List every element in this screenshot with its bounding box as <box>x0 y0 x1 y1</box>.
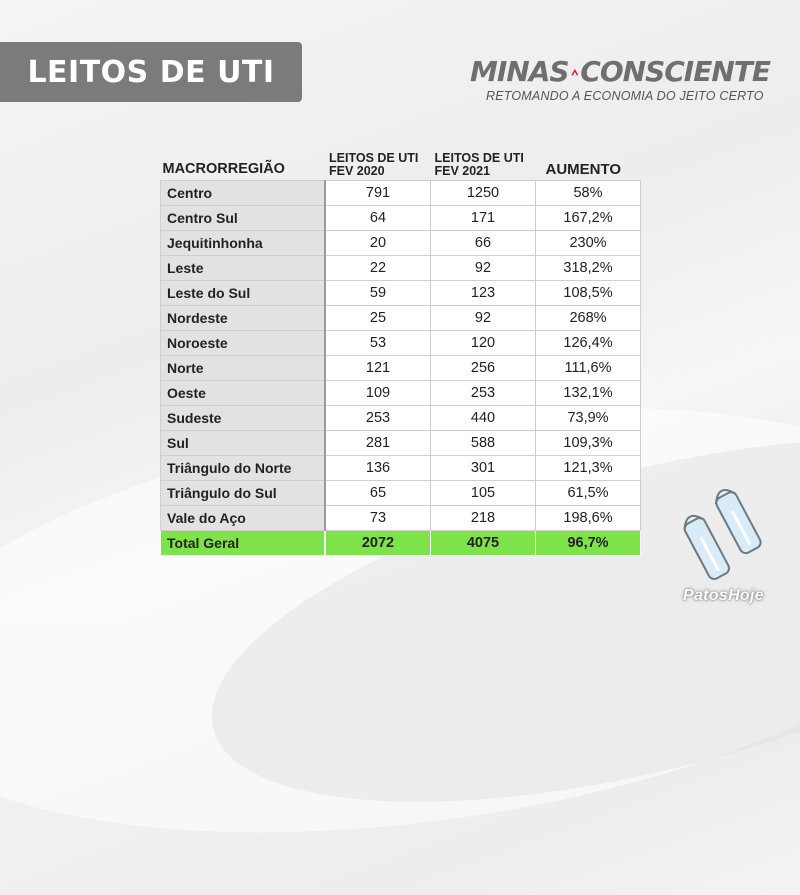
table-row: Sudeste 253 440 73,9% <box>160 405 641 431</box>
region-cell: Triângulo do Norte <box>160 455 326 481</box>
triangle-icon <box>570 68 578 75</box>
fev-2020-cell: 121 <box>324 355 431 381</box>
fev-2020-cell: 53 <box>324 330 431 356</box>
table-body: Centro 791 1250 58% Centro Sul 64 171 167,2% Jeq… <box>160 180 641 556</box>
header-fev-2020: LEITOS DE UTI FEV 2020 <box>325 146 431 181</box>
table-row: Sul 281 588 109,3% <box>160 430 641 456</box>
region-cell: Leste <box>160 255 326 281</box>
aumento-cell: 268% <box>535 305 641 331</box>
aumento-cell: 109,3% <box>535 430 641 456</box>
region-cell: Noroeste <box>160 330 326 356</box>
logo-wordmark: MINAS CONSCIENTE <box>470 55 771 88</box>
table-row: Triângulo do Norte 136 301 121,3% <box>160 455 641 481</box>
fev-2021-cell: 105 <box>430 480 536 506</box>
table-row: Leste do Sul 59 123 108,5% <box>160 280 641 306</box>
header-macrorregiao: MACRORREGIÃO <box>162 161 285 177</box>
region-cell: Sul <box>160 430 326 456</box>
patoshoje-watermark: PatosHoje <box>683 587 764 604</box>
header-fev-2021-line1: LEITOS DE UTI <box>434 151 524 165</box>
table-total-row: Total Geral 2072 4075 96,7% <box>160 530 641 556</box>
fev-2020-cell: 791 <box>324 180 431 206</box>
fev-2020-cell: 59 <box>324 280 431 306</box>
fev-2021-cell: 253 <box>430 380 536 406</box>
fev-2021-cell: 123 <box>430 280 536 306</box>
region-cell: Triângulo do Sul <box>160 480 326 506</box>
region-cell: Vale do Aço <box>160 505 326 531</box>
fev-2021-cell: 92 <box>430 305 536 331</box>
aumento-cell: 96,7% <box>535 530 641 556</box>
table-row: Vale do Aço 73 218 198,6% <box>160 505 641 531</box>
fev-2021-cell: 1250 <box>430 180 536 206</box>
fev-2020-cell: 136 <box>324 455 431 481</box>
region-cell: Leste do Sul <box>160 280 326 306</box>
logo-tagline: RETOMANDO A ECONOMIA DO JEITO CERTO <box>486 89 764 103</box>
fev-2021-cell: 120 <box>430 330 536 356</box>
region-cell: Total Geral <box>160 530 326 556</box>
fev-2021-cell: 588 <box>430 430 536 456</box>
table-row: Jequitinhonha 20 66 230% <box>160 230 641 256</box>
wrench-icon <box>683 489 762 580</box>
fev-2020-cell: 281 <box>324 430 431 456</box>
table-header-row: MACRORREGIÃO LEITOS DE UTI FEV 2020 LEIT… <box>161 146 641 181</box>
uti-beds-table: MACRORREGIÃO LEITOS DE UTI FEV 2020 LEIT… <box>160 146 641 556</box>
logo-right-text: CONSCIENTE <box>580 55 771 88</box>
fev-2020-cell: 65 <box>324 480 431 506</box>
region-cell: Norte <box>160 355 326 381</box>
aumento-cell: 108,5% <box>535 280 641 306</box>
table-row: Norte 121 256 111,6% <box>160 355 641 381</box>
aumento-cell: 132,1% <box>535 380 641 406</box>
minas-consciente-logo: MINAS CONSCIENTE RETOMANDO A ECONOMIA DO… <box>470 55 771 105</box>
aumento-cell: 126,4% <box>535 330 641 356</box>
table-row: Centro 791 1250 58% <box>160 180 641 206</box>
aumento-cell: 111,6% <box>535 355 641 381</box>
fev-2020-cell: 22 <box>324 255 431 281</box>
fev-2021-cell: 256 <box>430 355 536 381</box>
fev-2021-cell: 66 <box>430 230 536 256</box>
fev-2020-cell: 109 <box>324 380 431 406</box>
header-fev-2021-line2: FEV 2021 <box>434 164 491 178</box>
aumento-cell: 318,2% <box>535 255 641 281</box>
region-cell: Centro <box>160 180 326 206</box>
fev-2020-cell: 2072 <box>324 530 431 556</box>
region-cell: Nordeste <box>160 305 326 331</box>
fev-2021-cell: 301 <box>430 455 536 481</box>
fev-2021-cell: 92 <box>430 255 536 281</box>
header-aumento: AUMENTO <box>545 161 622 178</box>
fev-2021-cell: 218 <box>430 505 536 531</box>
aumento-cell: 58% <box>535 180 641 206</box>
fev-2020-cell: 73 <box>324 505 431 531</box>
fev-2021-cell: 440 <box>430 405 536 431</box>
header-fev-2020-line2: FEV 2020 <box>329 164 385 178</box>
aumento-cell: 61,5% <box>535 480 641 506</box>
aumento-cell: 121,3% <box>535 455 641 481</box>
fev-2020-cell: 253 <box>324 405 431 431</box>
page-title: LEITOS DE UTI <box>27 54 275 90</box>
aumento-cell: 73,9% <box>535 405 641 431</box>
table-row: Oeste 109 253 132,1% <box>160 380 641 406</box>
fev-2020-cell: 20 <box>324 230 431 256</box>
table-row: Nordeste 25 92 268% <box>160 305 641 331</box>
fev-2021-cell: 4075 <box>430 530 536 556</box>
aumento-cell: 198,6% <box>535 505 641 531</box>
table-row: Leste 22 92 318,2% <box>160 255 641 281</box>
region-cell: Oeste <box>160 380 326 406</box>
fev-2020-cell: 64 <box>324 205 431 231</box>
header-fev-2021: LEITOS DE UTI FEV 2021 <box>431 146 536 181</box>
region-cell: Sudeste <box>160 405 326 431</box>
region-cell: Centro Sul <box>160 205 326 231</box>
logo-left-text: MINAS <box>470 55 570 88</box>
title-banner: LEITOS DE UTI <box>0 42 302 102</box>
fev-2020-cell: 25 <box>324 305 431 331</box>
header-fev-2020-line1: LEITOS DE UTI <box>329 151 419 165</box>
table-row: Noroeste 53 120 126,4% <box>160 330 641 356</box>
table-row: Centro Sul 64 171 167,2% <box>160 205 641 231</box>
table-row: Triângulo do Sul 65 105 61,5% <box>160 480 641 506</box>
region-cell: Jequitinhonha <box>160 230 326 256</box>
aumento-cell: 230% <box>535 230 641 256</box>
aumento-cell: 167,2% <box>535 205 641 231</box>
fev-2021-cell: 171 <box>430 205 536 231</box>
